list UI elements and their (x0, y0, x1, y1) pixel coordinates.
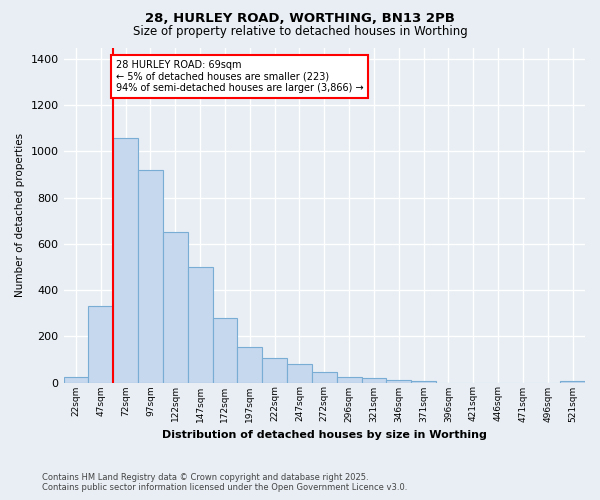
Text: 28, HURLEY ROAD, WORTHING, BN13 2PB: 28, HURLEY ROAD, WORTHING, BN13 2PB (145, 12, 455, 26)
Bar (262, 358, 287, 382)
Text: Size of property relative to detached houses in Worthing: Size of property relative to detached ho… (133, 25, 467, 38)
Bar (287, 364, 312, 382)
Bar (362, 378, 386, 382)
Bar (188, 267, 212, 382)
Bar (337, 376, 362, 382)
Bar (312, 372, 337, 382)
Bar (113, 138, 138, 382)
Bar (238, 346, 262, 382)
Bar (138, 170, 163, 382)
X-axis label: Distribution of detached houses by size in Worthing: Distribution of detached houses by size … (162, 430, 487, 440)
Text: Contains HM Land Registry data © Crown copyright and database right 2025.
Contai: Contains HM Land Registry data © Crown c… (42, 473, 407, 492)
Bar (64, 378, 88, 382)
Bar (88, 306, 113, 382)
Bar (411, 380, 436, 382)
Bar (163, 232, 188, 382)
Bar (212, 318, 238, 382)
Text: 28 HURLEY ROAD: 69sqm
← 5% of detached houses are smaller (223)
94% of semi-deta: 28 HURLEY ROAD: 69sqm ← 5% of detached h… (116, 60, 364, 94)
Y-axis label: Number of detached properties: Number of detached properties (15, 133, 25, 297)
Bar (386, 380, 411, 382)
